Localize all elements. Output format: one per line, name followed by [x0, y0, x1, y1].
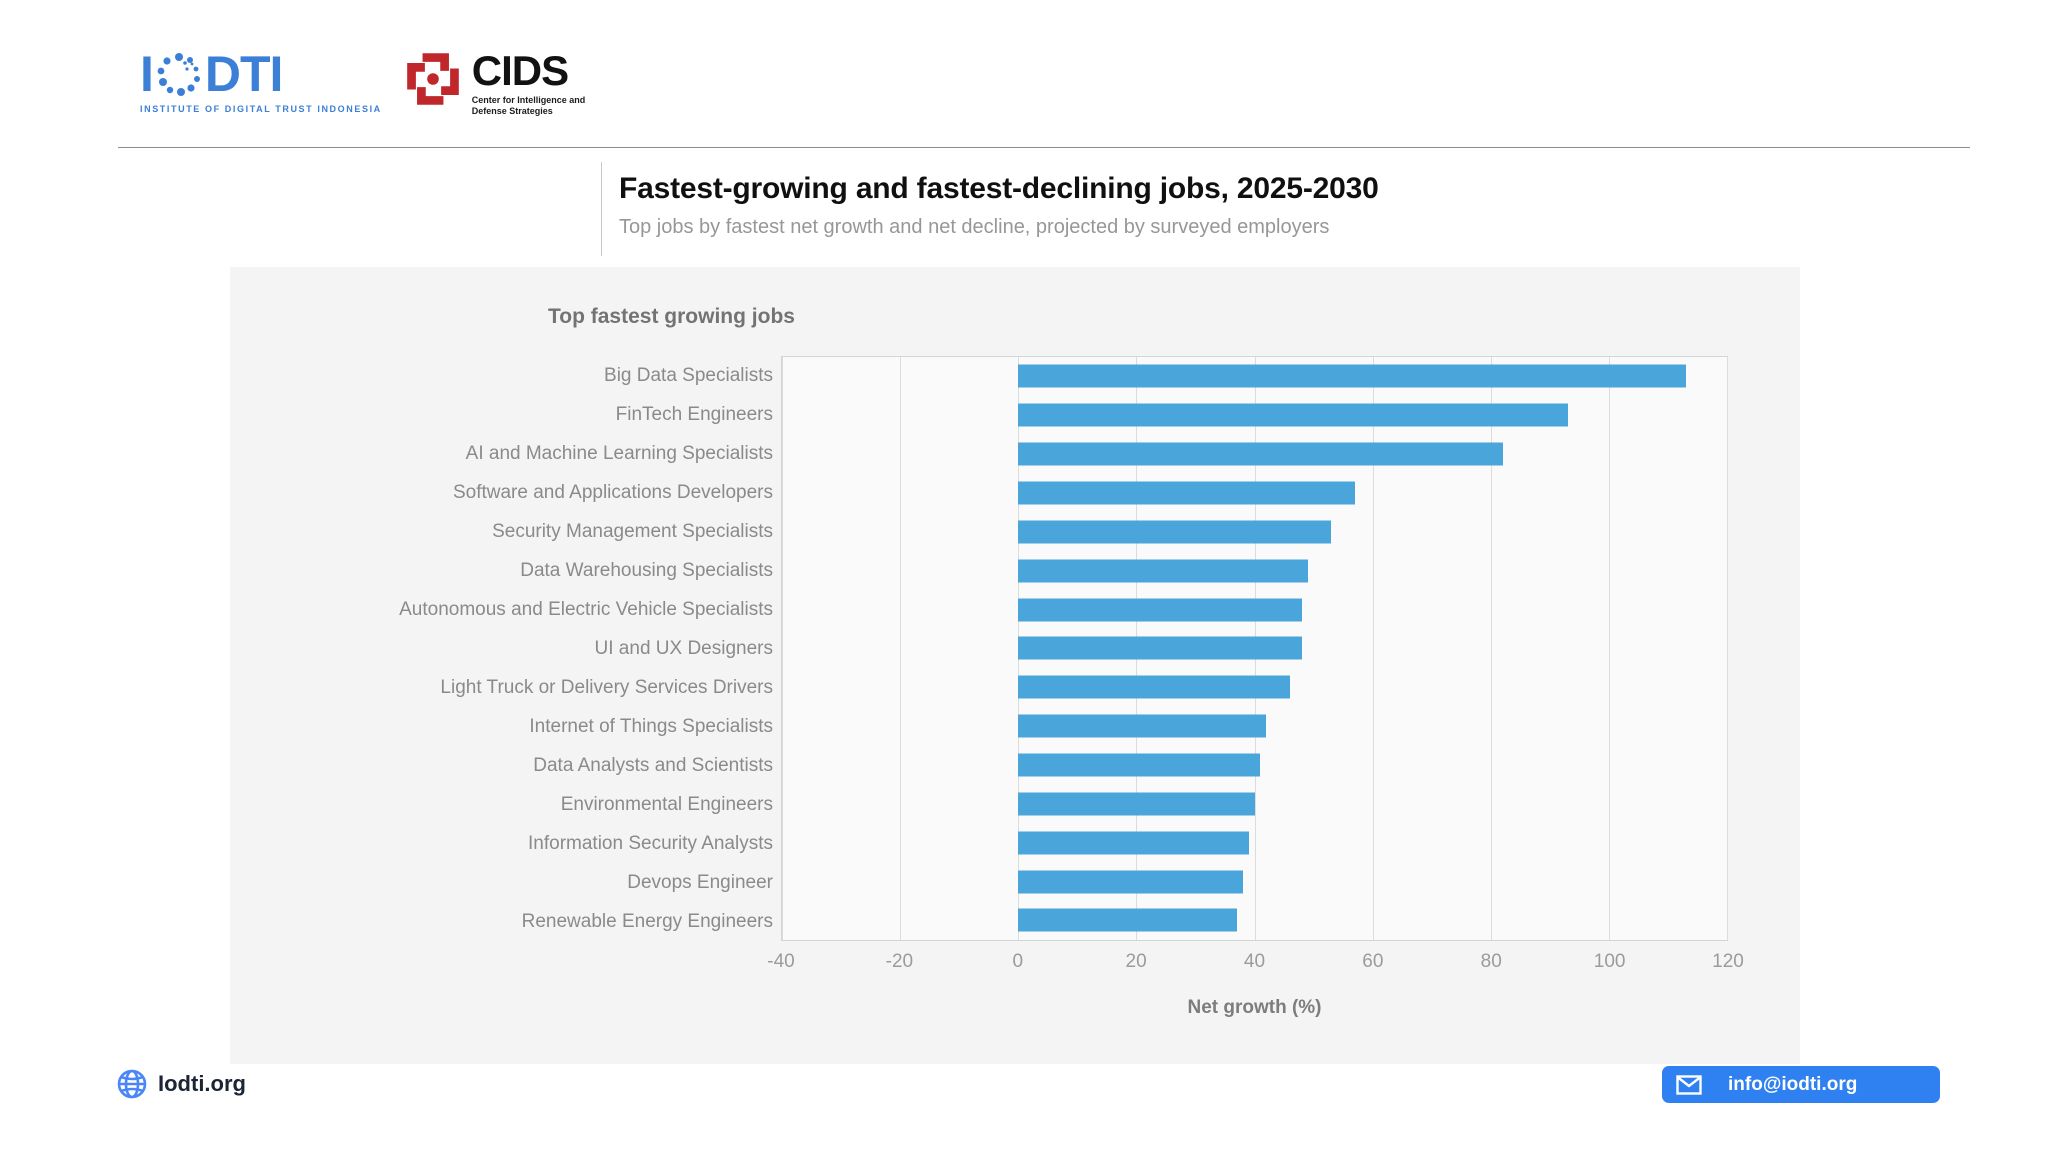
x-tick-label: 80	[1480, 951, 1502, 972]
gridline	[1608, 357, 1610, 940]
x-tick-label: -20	[885, 951, 914, 972]
bar	[1018, 403, 1568, 427]
iodti-logo: I DTI INSTITUTE OF DIGITAL TRUST INDONES…	[140, 48, 382, 114]
category-labels-column: Big Data Specialists FinTech Engineers AI …	[230, 356, 773, 941]
x-tick-label: 100	[1593, 951, 1626, 972]
category-label: Devops Engineer	[627, 871, 773, 893]
bar	[1018, 442, 1503, 466]
cids-tagline-line1: Center for Intelligence and	[471, 95, 586, 105]
bar	[1018, 675, 1290, 699]
category-label: Data Analysts and Scientists	[533, 754, 773, 776]
gridline	[900, 357, 902, 940]
bar	[1018, 598, 1302, 622]
x-axis-title: Net growth (%)	[1187, 997, 1322, 1018]
bar	[1018, 636, 1302, 660]
iodti-tagline: INSTITUTE OF DIGITAL TRUST INDONESIA	[140, 104, 382, 114]
page-title: Fastest-growing and fastest-declining jo…	[619, 172, 1379, 205]
bars-column	[782, 357, 1727, 940]
envelope-icon	[1676, 1074, 1702, 1095]
category-label: Internet of Things Specialists	[529, 715, 773, 737]
page-subtitle: Top jobs by fastest net growth and net d…	[619, 216, 1330, 238]
globe-icon	[117, 1069, 147, 1099]
footer-website-link[interactable]: Iodti.org	[116, 1068, 246, 1100]
email-contact-button[interactable]: info@iodti.org	[1662, 1066, 1940, 1103]
iodti-logo-text-left: I	[140, 46, 154, 102]
category-label: UI and UX Designers	[594, 637, 773, 659]
bar	[1018, 753, 1261, 777]
category-label: Software and Applications Developers	[452, 481, 773, 503]
category-label: Data Warehousing Specialists	[520, 559, 773, 581]
iodti-network-o-icon	[157, 53, 200, 96]
category-label: Autonomous and Electric Vehicle Speciali…	[399, 598, 773, 620]
bar-chart-plot-area	[781, 356, 1728, 941]
cids-emblem-icon	[406, 53, 459, 105]
gridline	[1490, 357, 1492, 940]
bar	[1018, 714, 1267, 738]
footer-website-label: Iodti.org	[158, 1071, 246, 1096]
bar	[1018, 792, 1255, 816]
x-tick-label: 40	[1243, 951, 1266, 972]
x-tick-label: 0	[1012, 951, 1024, 972]
gridline	[1727, 357, 1728, 940]
bar	[1018, 908, 1237, 932]
category-label: AI and Machine Learning Specialists	[465, 442, 773, 464]
header-divider	[118, 147, 1970, 148]
category-label: Security Management Specialists	[492, 520, 773, 542]
x-tick-label: 20	[1125, 951, 1147, 972]
x-tick-label: 120	[1712, 951, 1744, 972]
chart-panel: Top fastest growing jobs Big Data Specia…	[230, 267, 1800, 1064]
category-label: Light Truck or Delivery Services Drivers	[440, 676, 773, 698]
category-label: Information Security Analysts	[528, 832, 773, 854]
bar	[1018, 364, 1686, 388]
category-label: FinTech Engineers	[615, 403, 773, 425]
gridline	[782, 357, 783, 940]
email-contact-label: info@iodti.org	[1728, 1073, 1858, 1095]
bar	[1018, 831, 1249, 855]
cids-logo: CIDS Center for Intelligence and Defense…	[404, 47, 586, 117]
chart-section-title: Top fastest growing jobs	[548, 305, 795, 328]
x-tick-label: 60	[1362, 951, 1384, 972]
cids-logo-text: CIDS	[471, 47, 569, 94]
bar	[1018, 520, 1332, 544]
x-axis-ticks: -40 -20 0 20 40 60 80 100 120	[767, 951, 1744, 977]
iodti-logo-text-right: DTI	[204, 46, 284, 102]
header-logos: I DTI INSTITUTE OF DIGITAL TRUST INDONES…	[140, 48, 585, 117]
category-label: Environmental Engineers	[560, 793, 773, 815]
x-tick-label: -40	[767, 951, 795, 972]
category-label: Renewable Energy Engineers	[521, 910, 773, 932]
gridline	[1372, 357, 1374, 940]
bar	[1018, 870, 1243, 894]
title-accent-line	[601, 162, 602, 256]
bar	[1018, 559, 1308, 583]
category-label: Big Data Specialists	[604, 364, 773, 386]
bar	[1018, 481, 1355, 505]
cids-tagline-line2: Defense Strategies	[471, 106, 553, 116]
